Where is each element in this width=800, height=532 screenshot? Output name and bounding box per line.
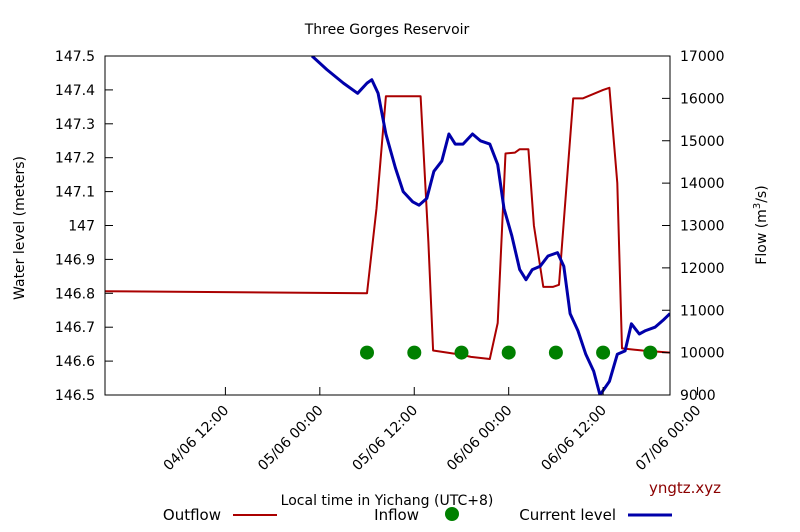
chart-title: Three Gorges Reservoir [304, 22, 470, 38]
legend-inflow-marker [445, 507, 459, 521]
x-axis-label: Local time in Yichang (UTC+8) [281, 493, 494, 509]
x-tick-label: 04/06 12:00 [161, 403, 233, 475]
x-tick-label: 06/06 00:00 [444, 403, 516, 475]
y-right-tick-label: 11000 [680, 303, 725, 319]
y-right-tick-label: 9000 [680, 388, 716, 404]
y-right-tick-label: 12000 [680, 261, 725, 277]
y-axis-right-label: Flow (m3/s) [752, 185, 770, 264]
y-axis-left-label: Water level (meters) [12, 156, 28, 300]
y-left-tick-label: 146.5 [55, 388, 95, 404]
legend-outflow-label: Outflow [163, 506, 221, 524]
legend: Outflow Inflow Current level [163, 506, 672, 524]
inflow-point [596, 345, 611, 360]
x-tick-label: 05/06 00:00 [255, 403, 327, 475]
legend-current-level-label: Current level [519, 506, 616, 524]
series-line-outflow [105, 86, 670, 360]
y-left-tick-label: 147.2 [55, 151, 95, 167]
inflow-point [501, 345, 516, 360]
inflow-point [454, 345, 469, 360]
plot-frame [104, 55, 671, 396]
y-left-tick-label: 146.9 [55, 252, 95, 268]
series-line-current-level [310, 56, 670, 395]
y-right-tick-label: 14000 [680, 176, 725, 192]
x-tick-label: 06/06 12:00 [538, 403, 610, 475]
x-tick-label: 07/06 00:00 [633, 403, 705, 475]
inflow-point [548, 345, 563, 360]
y-right-tick-label: 17000 [680, 49, 725, 65]
y-left-tick-label: 147.3 [55, 117, 95, 133]
y-left-tick-label: 146.6 [55, 354, 95, 370]
credit-label: yngtz.xyz [649, 479, 721, 497]
inflow-point [643, 345, 658, 360]
y-left-tick-label: 147 [68, 219, 95, 235]
y-right-tick-label: 15000 [680, 134, 725, 150]
y-left-tick-label: 146.8 [55, 286, 95, 302]
y-left-tick-label: 147.5 [55, 49, 95, 65]
inflow-point [360, 345, 374, 360]
y-right-tick-label: 13000 [680, 219, 725, 235]
y-left-tick-label: 146.7 [55, 320, 95, 336]
x-tick-label: 05/06 12:00 [350, 403, 422, 475]
y-left-tick-label: 147.4 [55, 83, 95, 99]
y-right-tick-label: 16000 [680, 91, 725, 107]
y-left-tick-label: 147.1 [55, 185, 95, 201]
inflow-point [407, 345, 422, 360]
y-right-tick-label: 10000 [680, 346, 725, 362]
legend-inflow-label: Inflow [374, 506, 419, 524]
